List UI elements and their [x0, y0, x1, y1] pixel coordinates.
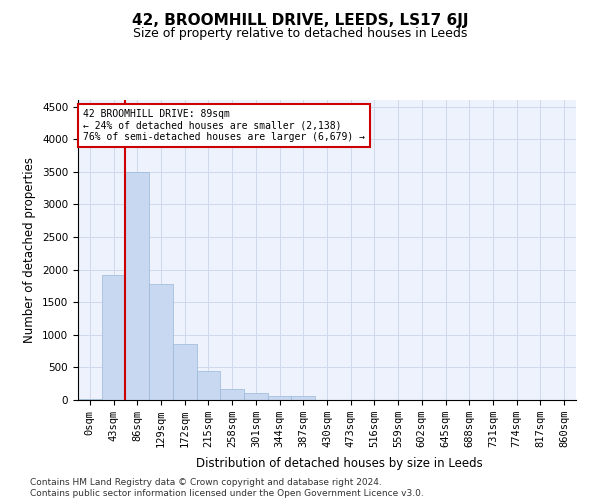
Text: Distribution of detached houses by size in Leeds: Distribution of detached houses by size … — [196, 458, 482, 470]
Bar — [102, 275, 125, 400]
Bar — [78, 398, 102, 400]
Y-axis label: Number of detached properties: Number of detached properties — [23, 157, 37, 343]
Bar — [268, 396, 292, 400]
Bar — [197, 372, 220, 400]
Bar — [149, 284, 173, 400]
Text: Contains HM Land Registry data © Crown copyright and database right 2024.
Contai: Contains HM Land Registry data © Crown c… — [30, 478, 424, 498]
Text: Size of property relative to detached houses in Leeds: Size of property relative to detached ho… — [133, 28, 467, 40]
Bar — [220, 389, 244, 400]
Bar — [292, 396, 315, 400]
Text: 42 BROOMHILL DRIVE: 89sqm
← 24% of detached houses are smaller (2,138)
76% of se: 42 BROOMHILL DRIVE: 89sqm ← 24% of detac… — [83, 109, 365, 142]
Bar — [125, 172, 149, 400]
Bar — [173, 344, 197, 400]
Bar — [244, 394, 268, 400]
Text: 42, BROOMHILL DRIVE, LEEDS, LS17 6JJ: 42, BROOMHILL DRIVE, LEEDS, LS17 6JJ — [132, 12, 468, 28]
